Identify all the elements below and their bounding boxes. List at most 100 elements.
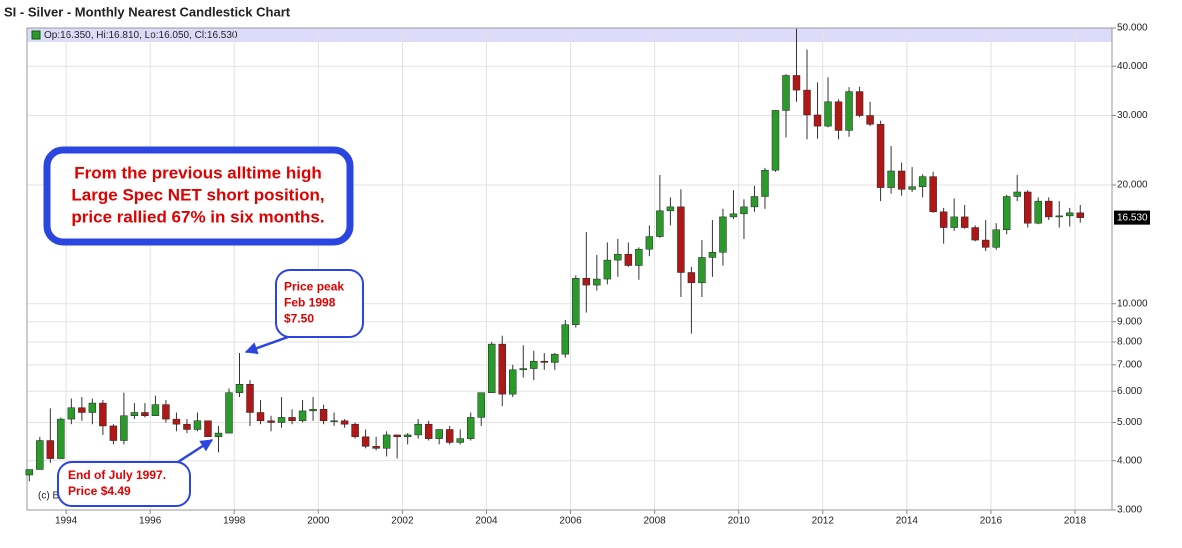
legend-swatch	[31, 30, 41, 40]
candle-body	[845, 91, 853, 131]
candle-body	[813, 114, 822, 127]
candle-body	[572, 278, 580, 325]
candle-body	[687, 272, 696, 284]
candle-body	[382, 434, 391, 449]
plot-area: Op:16.350, Hi:16.810, Lo:16.050, Cl:16.5…	[25, 23, 1150, 527]
candle-body	[1034, 200, 1042, 224]
candle-body	[918, 176, 927, 187]
x-tick-label: 2010	[728, 516, 751, 527]
candle-body	[193, 420, 202, 430]
candle-body	[519, 368, 527, 371]
annotation-text: Large Spec NET short position,	[71, 185, 324, 204]
watermark: (c) B	[38, 491, 59, 502]
candle-body	[614, 253, 622, 261]
plot-border	[26, 27, 1113, 511]
y-tick-label: 5.000	[1117, 417, 1142, 428]
candle-body	[1013, 191, 1021, 197]
x-tick-label: 1996	[139, 516, 162, 527]
x-tick-label: 2002	[391, 516, 414, 527]
candle-body	[992, 229, 1000, 248]
y-tick-label: 9.000	[1117, 316, 1142, 327]
candle-body	[120, 415, 128, 441]
annotation-text: Price $4.49	[68, 484, 131, 498]
y-tick-label: 10.000	[1117, 298, 1148, 309]
annotation-text: End of July 1997.	[68, 468, 166, 482]
candle-body	[698, 257, 706, 284]
candle-body	[792, 75, 801, 91]
candle-body	[771, 110, 780, 171]
candle-body	[719, 216, 727, 253]
candle-body	[866, 115, 874, 125]
candle-body	[36, 440, 44, 470]
candle-body	[78, 407, 86, 413]
candle-body	[256, 412, 265, 422]
candle-body	[561, 324, 570, 355]
x-tick-label: 1998	[223, 516, 246, 527]
candle-body	[414, 423, 422, 436]
candle-body	[172, 418, 181, 425]
last-price-box	[1114, 210, 1150, 225]
x-tick-label: 2018	[1064, 516, 1087, 527]
candle-body	[88, 402, 97, 413]
candle-body	[298, 410, 307, 422]
annotation-box	[275, 269, 364, 338]
candle-body	[1045, 200, 1053, 218]
candle-body	[509, 369, 517, 395]
candle-body	[887, 170, 895, 188]
candle-body	[876, 124, 885, 188]
candle-body	[246, 384, 254, 413]
arrow	[244, 335, 289, 355]
annotation-text: price rallied 67% in six months.	[71, 207, 324, 226]
annotation-text: Price peak	[284, 280, 344, 294]
candle-body	[1076, 212, 1084, 218]
annotation-box	[57, 461, 191, 507]
candle-body	[635, 248, 643, 266]
candle-body	[340, 420, 349, 425]
candle-body	[603, 259, 612, 280]
chart-title: SI - Silver - Monthly Nearest Candlestic…	[4, 4, 291, 19]
candle-body	[645, 236, 654, 250]
candle-body	[162, 404, 170, 420]
candle-body	[267, 420, 275, 423]
candle-body	[130, 412, 139, 417]
candle-body	[456, 438, 464, 443]
candle-body	[593, 278, 601, 286]
candle-body	[204, 420, 212, 438]
candle-body	[929, 176, 937, 213]
candle-body	[477, 392, 485, 418]
candle-body	[67, 407, 76, 420]
candle-body	[582, 278, 591, 286]
candle-body	[25, 469, 34, 476]
candle-body	[498, 343, 506, 395]
candle-body	[908, 186, 916, 190]
annotation-text: Feb 1998	[284, 296, 336, 310]
x-tick-label: 2000	[307, 516, 330, 527]
candle-body	[740, 206, 748, 215]
y-tick-label: 50.000	[1117, 23, 1148, 34]
arrow	[177, 438, 214, 464]
candle-body	[488, 343, 496, 393]
x-tick-label: 2016	[980, 516, 1003, 527]
candle-body	[1055, 215, 1063, 218]
candle-body	[708, 252, 717, 258]
y-tick-label: 4.000	[1117, 455, 1142, 466]
candle-body	[109, 425, 118, 441]
legend-text: Op:16.350, Hi:16.810, Lo:16.050, Cl:16.5…	[44, 30, 238, 41]
candle-body	[677, 206, 685, 273]
y-tick-label: 6.000	[1117, 386, 1142, 397]
candle-body	[351, 423, 359, 438]
candle-body	[372, 446, 380, 449]
x-tick-label: 2012	[812, 516, 835, 527]
candle-body	[971, 227, 979, 241]
candle-body	[824, 101, 832, 127]
candle-body	[309, 409, 317, 412]
candle-body	[834, 101, 843, 131]
candle-body	[466, 417, 475, 439]
header-band	[27, 28, 1112, 42]
candle-body	[729, 213, 738, 218]
candle-body	[761, 169, 769, 197]
candle-body	[540, 360, 548, 363]
candle-body	[141, 412, 149, 417]
